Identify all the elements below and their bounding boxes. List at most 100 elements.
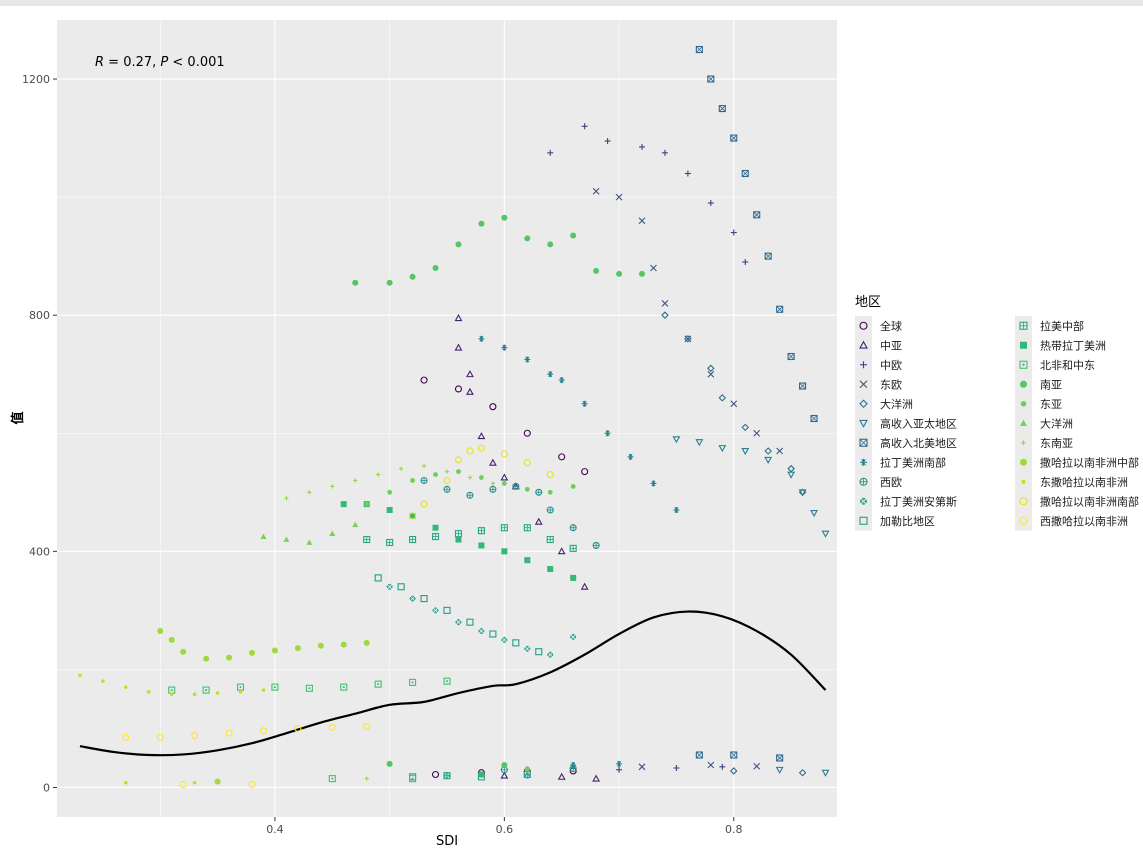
data-point	[569, 633, 577, 641]
marker-shape	[741, 423, 750, 432]
data-point	[810, 414, 818, 423]
data-point	[718, 105, 726, 113]
data-point	[718, 445, 727, 453]
series-group	[122, 723, 371, 789]
legend-key	[1020, 458, 1027, 466]
marker-shape	[168, 636, 175, 643]
data-point	[363, 723, 371, 731]
marker-shape	[512, 639, 520, 647]
data-point	[101, 679, 105, 684]
legend-key	[1020, 419, 1027, 427]
data-point	[604, 430, 611, 437]
data-point	[352, 279, 359, 286]
legend-label: 北非和中东	[1040, 359, 1095, 372]
data-point	[547, 149, 554, 156]
data-point	[741, 423, 750, 432]
marker-shape	[146, 690, 151, 694]
y-tick-label: 400	[29, 545, 50, 558]
data-point	[466, 387, 474, 395]
data-point	[409, 512, 417, 520]
data-point	[729, 767, 738, 775]
series-group	[78, 673, 266, 785]
marker-shape	[478, 771, 485, 778]
marker-shape	[377, 683, 380, 686]
marker-shape	[101, 679, 105, 684]
y-tick-label: 0	[43, 781, 50, 794]
legend-key	[1019, 360, 1028, 369]
data-point	[340, 683, 348, 691]
marker-shape	[730, 134, 738, 142]
series-group	[364, 469, 576, 771]
data-point	[477, 527, 485, 535]
data-point	[730, 134, 738, 142]
marker-shape	[215, 691, 220, 695]
data-point	[387, 489, 393, 495]
data-point	[500, 771, 509, 779]
series-group	[157, 628, 370, 785]
y-tick-label: 1200	[22, 73, 50, 86]
data-point	[226, 654, 233, 661]
data-point	[432, 607, 439, 614]
legend-key-bg	[1015, 491, 1032, 511]
marker-shape	[523, 459, 531, 467]
marker-shape	[581, 468, 589, 476]
marker-shape	[432, 264, 439, 271]
marker-shape	[557, 772, 566, 780]
data-point	[363, 535, 371, 544]
data-point	[753, 762, 761, 770]
data-point	[650, 480, 657, 487]
grid-lines	[57, 20, 837, 817]
data-point	[546, 651, 554, 658]
marker-shape	[259, 727, 268, 735]
data-point	[741, 169, 749, 178]
marker-shape	[729, 767, 738, 775]
data-point	[638, 217, 646, 225]
legend-title: 地区	[855, 295, 881, 310]
annotation-p-value: < 0.001	[168, 55, 224, 70]
data-point	[489, 403, 497, 411]
data-point	[317, 642, 324, 649]
data-point	[730, 400, 738, 408]
data-point	[787, 471, 796, 479]
marker-shape	[420, 500, 428, 508]
data-point	[672, 436, 681, 444]
annotation-r: R = 0.27, P < 0.001	[95, 55, 225, 70]
legend-label: 中欧	[880, 359, 902, 372]
series-group	[672, 436, 830, 777]
data-point	[305, 684, 313, 692]
marker-shape	[672, 436, 681, 444]
marker-shape	[454, 314, 463, 322]
marker-shape	[443, 606, 451, 614]
marker-shape	[546, 471, 554, 479]
data-point	[604, 138, 611, 145]
marker-shape	[821, 530, 830, 538]
data-point	[821, 769, 830, 777]
marker-shape	[501, 214, 508, 221]
data-point	[340, 501, 347, 508]
marker-shape	[753, 211, 761, 219]
marker-shape	[764, 447, 772, 455]
top-rule	[0, 0, 1143, 6]
x-tick-label: 0.4	[266, 823, 284, 836]
marker-shape	[445, 680, 449, 683]
marker-shape	[386, 583, 393, 591]
data-point	[695, 45, 703, 54]
legend-key	[859, 321, 868, 330]
marker-shape	[1022, 363, 1025, 366]
data-point	[214, 778, 221, 785]
marker-shape	[810, 415, 818, 422]
data-point	[399, 466, 404, 471]
data-point	[157, 628, 164, 635]
series-group	[352, 214, 645, 769]
marker-shape	[741, 170, 749, 177]
series-group	[340, 501, 577, 778]
data-point	[798, 489, 807, 497]
series-group	[454, 314, 601, 782]
marker-shape	[534, 517, 543, 525]
data-point	[306, 539, 313, 545]
marker-shape	[500, 771, 509, 779]
data-point	[466, 618, 474, 626]
data-point	[386, 583, 393, 591]
marker-shape	[411, 681, 414, 684]
data-point	[260, 533, 267, 539]
